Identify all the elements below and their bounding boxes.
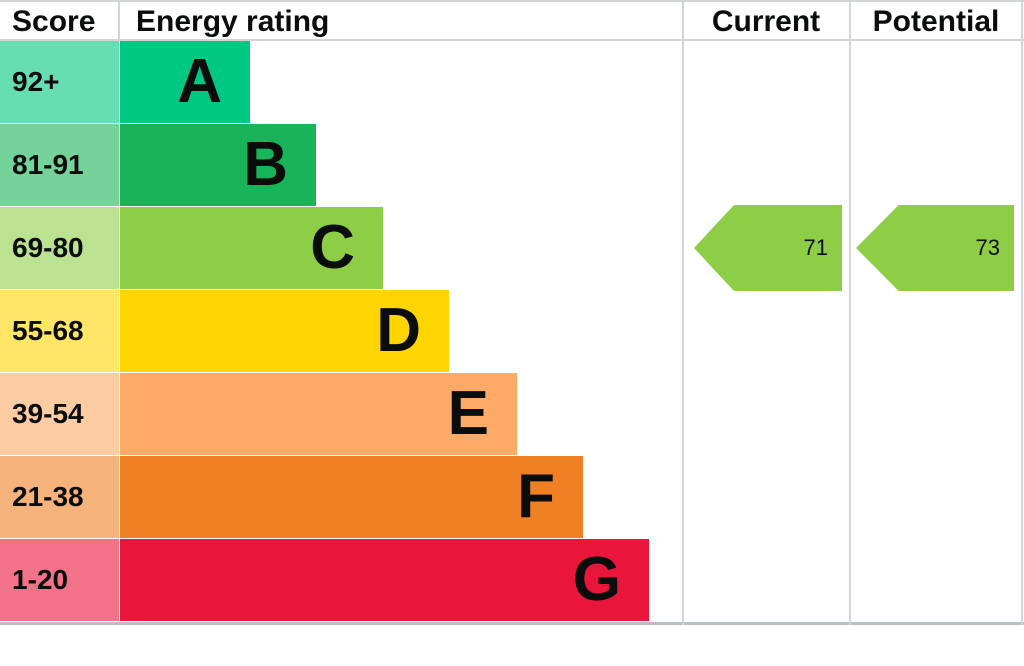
band-row-b: 81-91 B [0, 124, 1024, 207]
band-score-d: 55-68 [0, 290, 120, 373]
potential-column-divider [849, 0, 851, 625]
header-potential: Potential [851, 2, 1021, 41]
band-row-g: 1-20 G [0, 539, 1024, 622]
band-score-g: 1-20 [0, 539, 120, 622]
band-letter-b: B [243, 130, 288, 199]
band-letter-e: E [447, 379, 489, 448]
band-bar-g: G [120, 539, 649, 622]
current-rating-value: 71 [803, 235, 828, 260]
band-score-f: 21-38 [0, 456, 120, 539]
band-bar-f: F [120, 456, 583, 539]
header-score-label: Score [12, 4, 96, 38]
band-letter-c: C [310, 213, 355, 282]
potential-rating-arrow: 73 [856, 205, 1014, 291]
band-bar-a: A [120, 41, 250, 124]
band-row-f: 21-38 F [0, 456, 1024, 539]
header-current: Current [683, 2, 849, 41]
band-score-b: 81-91 [0, 124, 120, 207]
band-bar-d: D [120, 290, 449, 373]
band-score-c: 69-80 [0, 207, 120, 290]
band-bar-e: E [120, 373, 517, 456]
score-column-divider [118, 0, 120, 41]
band-letter-d: D [376, 296, 421, 365]
table-top-border [0, 0, 1024, 2]
header-potential-label: Potential [872, 4, 1000, 38]
header-current-label: Current [711, 4, 821, 38]
band-rows: 92+ A 81-91 B 69-80 C 55-68 D 39-54 [0, 41, 1024, 622]
current-column-divider [682, 0, 684, 625]
band-row-d: 55-68 D [0, 290, 1024, 373]
header-bottom-border [0, 39, 1024, 41]
band-row-c: 69-80 C [0, 207, 1024, 290]
band-letter-f: F [517, 462, 555, 531]
table-right-border [1021, 0, 1023, 625]
band-row-e: 39-54 E [0, 373, 1024, 456]
band-bar-c: C [120, 207, 383, 290]
band-score-a: 92+ [0, 41, 120, 124]
header-score: Score [0, 2, 118, 41]
potential-rating-value: 73 [975, 235, 1000, 260]
band-bar-b: B [120, 124, 316, 207]
header-energy-rating: Energy rating [118, 2, 682, 41]
band-row-a: 92+ A [0, 41, 1024, 124]
header-energy-rating-label: Energy rating [136, 4, 330, 38]
band-score-e: 39-54 [0, 373, 120, 456]
band-letter-g: G [572, 545, 621, 614]
band-letter-a: A [177, 47, 222, 116]
table-bottom-border [0, 622, 1024, 625]
